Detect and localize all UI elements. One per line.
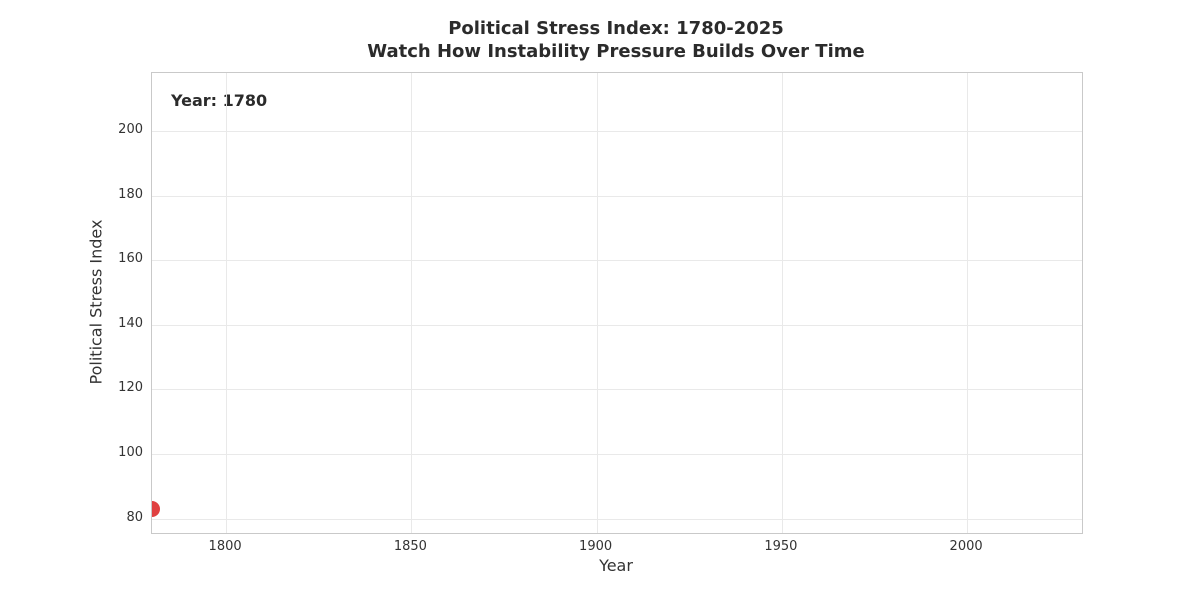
plot-area: Year: 1780 (151, 72, 1083, 534)
x-gridline (226, 73, 228, 533)
y-tick-label: 200 (118, 122, 143, 138)
chart-title-line1: Political Stress Index: 1780-2025 (448, 18, 784, 39)
y-gridline (152, 260, 1082, 262)
y-axis-label: Political Stress Index (86, 219, 106, 385)
x-tick-label: 1900 (579, 539, 613, 554)
x-tick-label: 1800 (208, 539, 242, 554)
x-tick-label: 1950 (764, 539, 798, 554)
y-gridline (152, 195, 1082, 197)
y-gridline (152, 453, 1082, 455)
y-gridline (152, 389, 1082, 391)
y-gridline (152, 518, 1082, 520)
y-tick-label: 160 (118, 251, 143, 267)
x-gridline (596, 73, 598, 533)
y-tick-label: 100 (118, 444, 143, 460)
y-tick-label: 120 (118, 380, 143, 396)
x-gridline (781, 73, 783, 533)
y-tick-label: 180 (118, 186, 143, 202)
x-axis-label: Year (599, 556, 633, 575)
y-tick-label: 140 (118, 315, 143, 331)
x-gridline (411, 73, 413, 533)
y-tick-label: 80 (126, 509, 143, 525)
y-gridline (152, 324, 1082, 326)
x-tick-label: 2000 (949, 539, 983, 554)
x-tick-label: 1850 (393, 539, 427, 554)
data-point-dot (152, 500, 160, 517)
chart-title-line2: Watch How Instability Pressure Builds Ov… (367, 41, 865, 62)
x-gridline (967, 73, 969, 533)
chart-title: Political Stress Index: 1780-2025 Watch … (151, 17, 1081, 63)
y-gridline (152, 131, 1082, 133)
year-annotation: Year: 1780 (171, 91, 268, 110)
